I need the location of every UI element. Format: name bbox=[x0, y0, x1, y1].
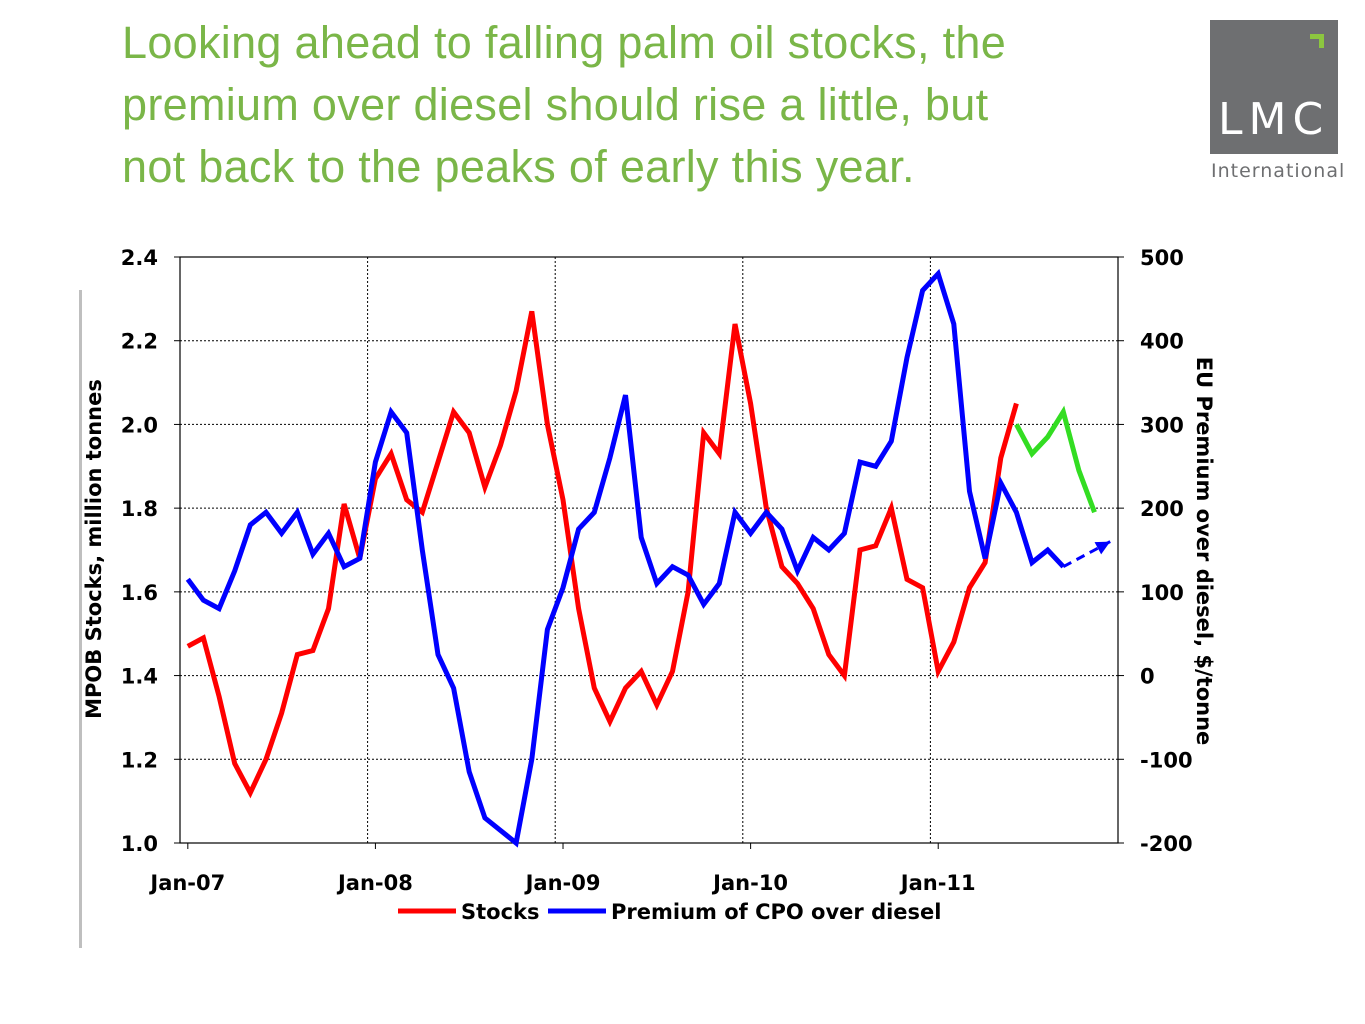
grid bbox=[180, 257, 1118, 843]
y-tick-label: 1.6 bbox=[121, 581, 158, 605]
x-tick-label: Jan-10 bbox=[711, 871, 788, 895]
x-tick-label: Jan-07 bbox=[148, 871, 225, 895]
y-tick-label: 1.4 bbox=[121, 665, 158, 689]
plot-area bbox=[179, 256, 1119, 844]
y2-axis-label: EU Premium over diesel, $/tonne bbox=[1192, 357, 1216, 746]
lmc-logo: LMC bbox=[1210, 20, 1338, 154]
y2-tick-label: 500 bbox=[1140, 246, 1184, 270]
headline-line-2: premium over diesel should rise a little… bbox=[122, 79, 989, 130]
y-tick-label: 2.0 bbox=[121, 413, 158, 437]
y2-tick-label: 200 bbox=[1140, 497, 1184, 521]
legend-label-stocks: Stocks bbox=[461, 900, 540, 924]
logo-subtext: International bbox=[1211, 160, 1346, 182]
plot-frame bbox=[179, 256, 1119, 844]
arrowhead-icon bbox=[1094, 541, 1111, 555]
x-tick-label: Jan-11 bbox=[899, 871, 976, 895]
x-tick-label: Jan-09 bbox=[524, 871, 601, 895]
y-tick-label: 2.2 bbox=[121, 330, 158, 354]
y-tick-label: 2.4 bbox=[121, 246, 158, 270]
series-line-premium-forecast bbox=[1062, 540, 1111, 569]
y2-tick-label: -200 bbox=[1140, 832, 1193, 856]
x-tick-label: Jan-08 bbox=[336, 871, 413, 895]
headline: Looking ahead to falling palm oil stocks… bbox=[122, 12, 1182, 198]
y-axis-label: MPOB Stocks, million tonnes bbox=[82, 379, 106, 719]
y-tick-label: 1.0 bbox=[121, 832, 158, 856]
headline-line-3: not back to the peaks of early this year… bbox=[122, 141, 915, 192]
axes: 1.0 1.2 1.4 1.6 1.8 2.0 2.2 2.4 -200 -100 0 100 200 3… bbox=[121, 246, 1193, 895]
legend-label-premium: Premium of CPO over diesel bbox=[611, 900, 942, 924]
y-tick-label: 1.2 bbox=[121, 748, 158, 772]
logo-text: LMC bbox=[1218, 94, 1330, 145]
divider-line bbox=[79, 290, 82, 948]
y2-tick-label: 0 bbox=[1140, 665, 1155, 689]
y2-tick-label: -100 bbox=[1140, 748, 1193, 772]
y2-tick-label: 400 bbox=[1140, 330, 1184, 354]
corner-mark-icon bbox=[1310, 34, 1324, 48]
y2-tick-label: 100 bbox=[1140, 581, 1184, 605]
legend: Stocks Premium of CPO over diesel bbox=[398, 900, 942, 924]
y2-tick-label: 300 bbox=[1140, 413, 1184, 437]
headline-line-1: Looking ahead to falling palm oil stocks… bbox=[122, 17, 1007, 68]
series-line-stocks bbox=[186, 310, 1019, 799]
series-layer bbox=[185, 268, 1111, 848]
y-tick-label: 1.8 bbox=[121, 497, 158, 521]
series-line-stocks-forecast bbox=[1014, 405, 1097, 514]
